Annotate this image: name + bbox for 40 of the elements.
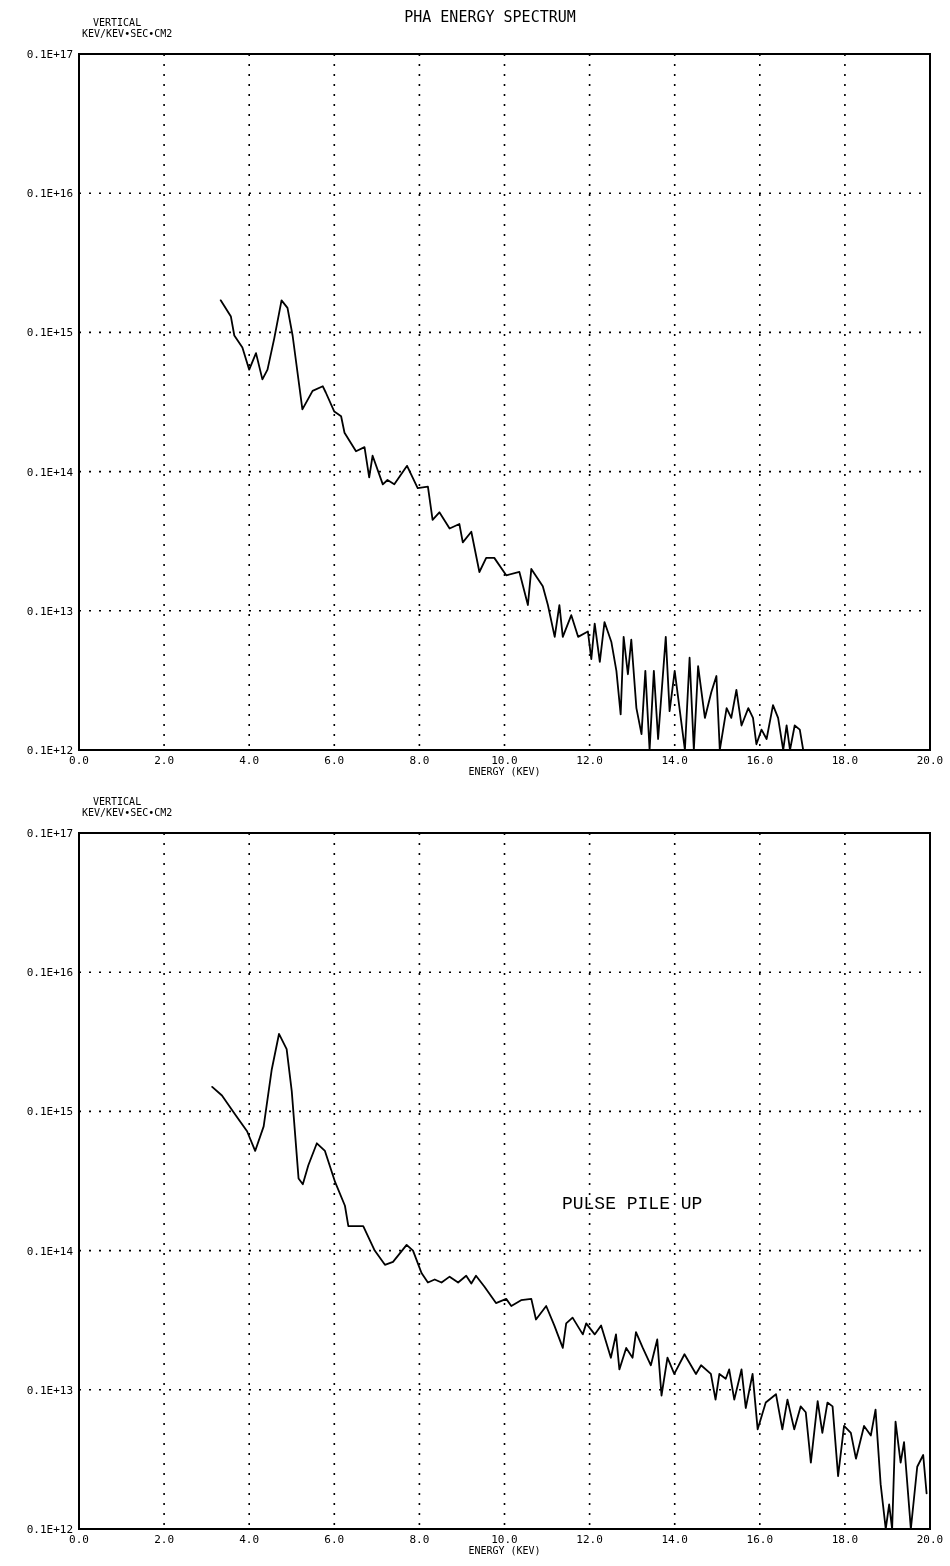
x-tick-label: 12.0 (576, 1533, 603, 1546)
chart-title: PHA ENERGY SPECTRUM (404, 8, 576, 26)
x-tick-label: 16.0 (746, 1533, 774, 1546)
x-tick-label: 18.0 (831, 754, 859, 767)
y-tick-label: 0.1E+17 (26, 48, 73, 61)
x-axis-title: ENERGY (KEV) (468, 766, 541, 777)
y-tick-label: 0.1E+15 (26, 1105, 73, 1119)
x-tick-label: 4.0 (239, 1533, 260, 1546)
x-tick-label: 20.0 (916, 754, 944, 767)
x-axis-title: ENERGY (KEV) (468, 1545, 541, 1556)
x-tick-label: 2.0 (154, 1533, 175, 1546)
y-tick-label: 0.1E+13 (26, 1383, 73, 1397)
x-tick-label: 18.0 (831, 1533, 859, 1546)
y-tick-label: 0.1E+16 (26, 966, 73, 980)
x-tick-label: 16.0 (746, 754, 774, 767)
y-tick-label: 0.1E+12 (26, 1523, 73, 1536)
y-tick-label: 0.1E+17 (26, 827, 73, 840)
x-tick-label: 14.0 (661, 1533, 688, 1546)
x-tick-label: 6.0 (324, 1533, 345, 1546)
x-tick-label: 6.0 (324, 754, 345, 767)
y-tick-label: 0.1E+12 (26, 744, 73, 757)
y-tick-label: 0.1E+16 (26, 187, 73, 201)
x-tick-label: 10.0 (491, 754, 518, 767)
x-tick-label: 12.0 (576, 754, 603, 767)
x-tick-label: 0.0 (69, 754, 89, 767)
x-tick-label: 0.0 (69, 1533, 89, 1546)
y-axis-title: VERTICAL KEV/KEV•SEC•CM2 (82, 17, 173, 39)
x-tick-label: 8.0 (409, 1533, 430, 1546)
x-tick-label: 8.0 (409, 754, 430, 767)
y-tick-label: 0.1E+13 (26, 604, 73, 618)
y-tick-label: 0.1E+15 (26, 326, 73, 340)
x-tick-label: 20.0 (916, 1533, 944, 1546)
x-tick-label: 4.0 (239, 754, 260, 767)
y-axis-title: VERTICAL KEV/KEV•SEC•CM2 (82, 796, 173, 818)
x-tick-label: 14.0 (661, 754, 688, 767)
x-tick-label: 10.0 (491, 1533, 518, 1546)
y-tick-label: 0.1E+14 (26, 465, 74, 479)
x-tick-label: 2.0 (154, 754, 175, 767)
y-tick-label: 0.1E+14 (26, 1244, 74, 1258)
annotation: PULSE PILE UP (561, 1193, 703, 1214)
